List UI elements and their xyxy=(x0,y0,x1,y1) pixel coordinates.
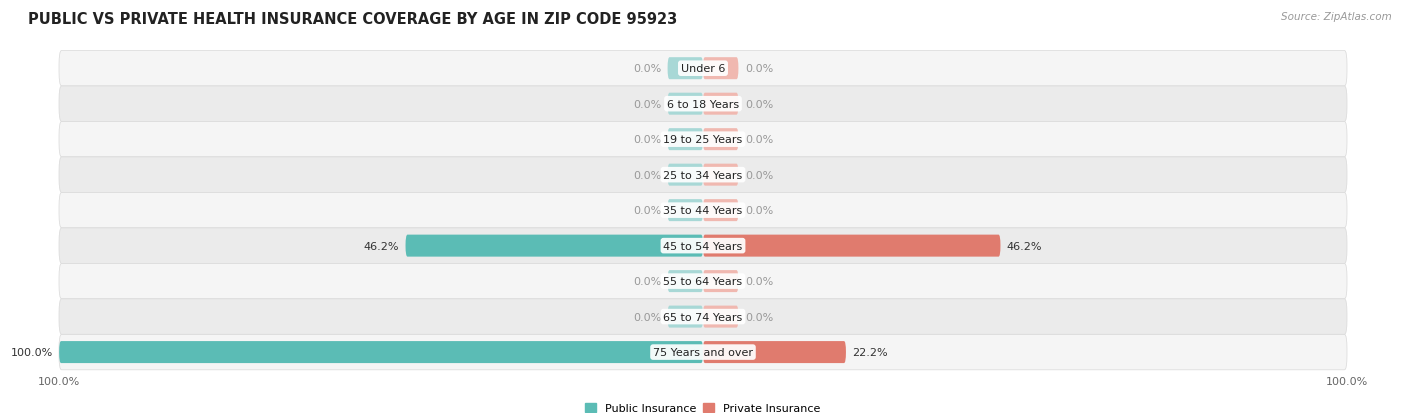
Text: 55 to 64 Years: 55 to 64 Years xyxy=(664,276,742,287)
Text: 0.0%: 0.0% xyxy=(633,135,661,145)
FancyBboxPatch shape xyxy=(59,87,1347,122)
Text: 0.0%: 0.0% xyxy=(633,206,661,216)
FancyBboxPatch shape xyxy=(703,341,846,363)
Text: Source: ZipAtlas.com: Source: ZipAtlas.com xyxy=(1281,12,1392,22)
Text: 0.0%: 0.0% xyxy=(745,276,773,287)
FancyBboxPatch shape xyxy=(668,164,703,186)
FancyBboxPatch shape xyxy=(59,264,1347,299)
Text: 46.2%: 46.2% xyxy=(1007,241,1042,251)
FancyBboxPatch shape xyxy=(59,193,1347,228)
Text: 100.0%: 100.0% xyxy=(10,347,52,357)
Text: Under 6: Under 6 xyxy=(681,64,725,74)
Text: 65 to 74 Years: 65 to 74 Years xyxy=(664,312,742,322)
Text: PUBLIC VS PRIVATE HEALTH INSURANCE COVERAGE BY AGE IN ZIP CODE 95923: PUBLIC VS PRIVATE HEALTH INSURANCE COVER… xyxy=(28,12,678,27)
FancyBboxPatch shape xyxy=(668,93,703,115)
Text: 0.0%: 0.0% xyxy=(633,64,661,74)
FancyBboxPatch shape xyxy=(703,93,738,115)
Text: 0.0%: 0.0% xyxy=(633,170,661,180)
Text: 25 to 34 Years: 25 to 34 Years xyxy=(664,170,742,180)
Text: 0.0%: 0.0% xyxy=(633,100,661,109)
Text: 0.0%: 0.0% xyxy=(745,312,773,322)
Text: 0.0%: 0.0% xyxy=(745,170,773,180)
FancyBboxPatch shape xyxy=(668,199,703,222)
Legend: Public Insurance, Private Insurance: Public Insurance, Private Insurance xyxy=(581,399,825,413)
FancyBboxPatch shape xyxy=(59,335,1347,370)
FancyBboxPatch shape xyxy=(703,129,738,151)
Text: 0.0%: 0.0% xyxy=(745,64,773,74)
Text: 46.2%: 46.2% xyxy=(364,241,399,251)
Text: 0.0%: 0.0% xyxy=(633,276,661,287)
Text: 19 to 25 Years: 19 to 25 Years xyxy=(664,135,742,145)
Text: 35 to 44 Years: 35 to 44 Years xyxy=(664,206,742,216)
FancyBboxPatch shape xyxy=(703,306,738,328)
FancyBboxPatch shape xyxy=(668,271,703,292)
FancyBboxPatch shape xyxy=(59,299,1347,335)
FancyBboxPatch shape xyxy=(668,58,703,80)
FancyBboxPatch shape xyxy=(59,51,1347,87)
FancyBboxPatch shape xyxy=(668,129,703,151)
Text: 22.2%: 22.2% xyxy=(852,347,889,357)
FancyBboxPatch shape xyxy=(59,157,1347,193)
FancyBboxPatch shape xyxy=(59,341,703,363)
FancyBboxPatch shape xyxy=(703,235,1001,257)
FancyBboxPatch shape xyxy=(59,228,1347,264)
FancyBboxPatch shape xyxy=(668,306,703,328)
Text: 0.0%: 0.0% xyxy=(745,135,773,145)
Text: 0.0%: 0.0% xyxy=(633,312,661,322)
Text: 0.0%: 0.0% xyxy=(745,206,773,216)
Text: 6 to 18 Years: 6 to 18 Years xyxy=(666,100,740,109)
FancyBboxPatch shape xyxy=(703,164,738,186)
FancyBboxPatch shape xyxy=(703,58,738,80)
Text: 45 to 54 Years: 45 to 54 Years xyxy=(664,241,742,251)
FancyBboxPatch shape xyxy=(703,271,738,292)
FancyBboxPatch shape xyxy=(59,122,1347,157)
FancyBboxPatch shape xyxy=(703,199,738,222)
FancyBboxPatch shape xyxy=(405,235,703,257)
Text: 75 Years and over: 75 Years and over xyxy=(652,347,754,357)
Text: 0.0%: 0.0% xyxy=(745,100,773,109)
